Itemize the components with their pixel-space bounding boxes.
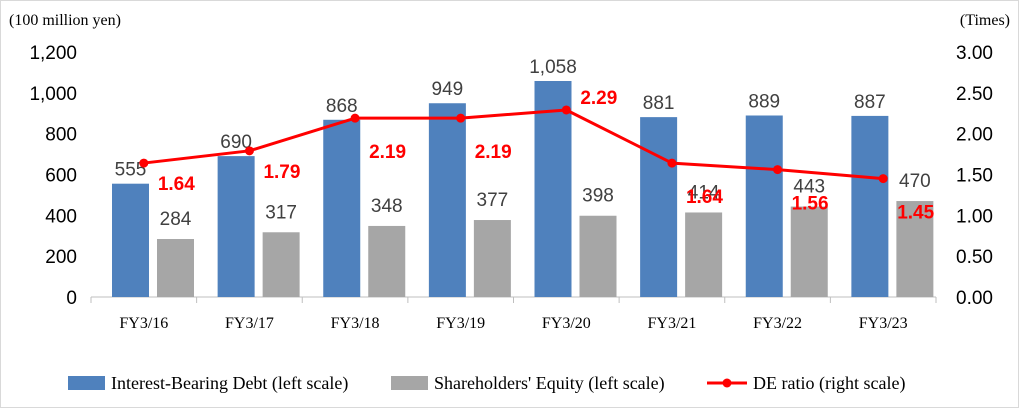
data-label-de-ratio: 2.29: [580, 88, 617, 109]
data-label-interest-bearing-debt: 889: [748, 91, 780, 112]
bar-shareholders-equity: [579, 215, 617, 297]
left-axis-tick-label: 800: [45, 125, 77, 146]
de-ratio-point: [773, 165, 783, 175]
right-axis-tick-label: 2.00: [956, 125, 993, 146]
data-label-interest-bearing-debt: 887: [854, 92, 886, 113]
legend: Interest-Bearing Debt (left scale) Shareh…: [68, 373, 905, 394]
right-axis-tick-label: 3.00: [956, 43, 993, 64]
bar-shareholders-equity: [473, 220, 511, 297]
de-ratio-point: [456, 113, 466, 123]
x-axis-tick-label: FY3/18: [331, 315, 380, 332]
left-axis-tick-label: 0: [66, 288, 77, 309]
bar-shareholders-equity: [790, 206, 828, 297]
data-label-interest-bearing-debt: 868: [326, 96, 358, 117]
data-label-interest-bearing-debt: 555: [115, 160, 147, 181]
de-ratio-line: [143, 108, 884, 181]
left-axis-tick-label: 600: [45, 166, 77, 187]
data-label-de-ratio: 1.45: [897, 203, 934, 224]
bar-interest-bearing-debt: [323, 119, 361, 298]
plot-area: 555 284 690 317 868 348 949 377 1,058 398 881 414 88…: [90, 57, 937, 303]
x-axis-tick-label: FY3/22: [753, 315, 802, 332]
right-axis-tick-label: 2.50: [956, 84, 993, 105]
bar-shareholders-equity: [157, 239, 194, 297]
legend-marker-de-ratio: [722, 378, 732, 388]
data-label-shareholders-equity: 377: [477, 190, 509, 211]
data-label-de-ratio: 1.64: [158, 174, 195, 195]
bar-shareholders-equity: [368, 225, 406, 297]
left-axis-tick-label: 400: [45, 206, 77, 227]
bar-interest-bearing-debt: [112, 183, 149, 297]
bar-interest-bearing-debt: [534, 80, 572, 297]
left-axis-tick-label: 200: [45, 247, 77, 268]
left-axis-unit-label: (100 million yen): [9, 12, 121, 29]
bar-interest-bearing-debt: [640, 117, 678, 297]
de-ratio-point: [561, 105, 571, 115]
de-ratio-point: [667, 158, 677, 168]
data-label-de-ratio: 2.19: [475, 142, 512, 163]
x-axis-tick-label: FY3/20: [542, 315, 591, 332]
data-label-interest-bearing-debt: 949: [432, 79, 464, 100]
right-axis-tick-label: 0.00: [956, 288, 993, 309]
bar-shareholders-equity: [262, 232, 300, 297]
x-axis-tick-label: FY3/16: [119, 315, 168, 332]
data-label-de-ratio: 1.56: [792, 194, 829, 215]
de-ratio-point: [139, 158, 149, 168]
legend-swatch-interest-bearing-debt: [68, 376, 105, 390]
data-label-shareholders-equity: 284: [160, 209, 192, 230]
right-axis-unit-label: (Times): [960, 12, 1010, 29]
x-axis-tick-label: FY3/17: [225, 315, 274, 332]
legend-label-shareholders-equity: Shareholders' Equity (left scale): [434, 373, 665, 394]
bar-interest-bearing-debt: [217, 156, 255, 297]
data-label-shareholders-equity: 348: [371, 196, 403, 217]
left-axis-tick-label: 1,200: [29, 43, 77, 64]
data-label-interest-bearing-debt: 690: [220, 132, 252, 153]
data-label-shareholders-equity: 398: [582, 186, 614, 207]
data-label-de-ratio: 1.64: [686, 187, 723, 208]
data-label-interest-bearing-debt: 881: [643, 93, 675, 114]
data-label-shareholders-equity: 414: [688, 182, 720, 203]
legend-label-interest-bearing-debt: Interest-Bearing Debt (left scale): [111, 373, 348, 394]
bar-interest-bearing-debt: [745, 115, 783, 297]
right-axis: 0.00 0.50 1.00 1.50 2.00 2.50 3.00: [956, 43, 993, 309]
left-axis-tick-label: 1,000: [29, 84, 77, 105]
data-label-de-ratio: 1.79: [263, 162, 300, 183]
left-axis: 0 200 400 600 800 1,000 1,200: [29, 43, 77, 309]
de-ratio-point: [244, 146, 254, 156]
data-label-shareholders-equity: 470: [899, 171, 931, 192]
de-ratio-point: [878, 174, 888, 184]
data-label-shareholders-equity: 317: [265, 202, 297, 223]
right-axis-tick-label: 1.00: [956, 206, 993, 227]
bar-interest-bearing-debt: [428, 103, 466, 297]
x-axis-tick-label: FY3/23: [859, 315, 908, 332]
x-axis: FY3/16 FY3/17 FY3/18 FY3/19 FY3/20 FY3/21 FY3/…: [119, 315, 907, 332]
x-axis-tick-label: FY3/21: [647, 315, 696, 332]
bar-interest-bearing-debt: [851, 115, 889, 297]
data-label-de-ratio: 2.19: [369, 142, 406, 163]
legend-swatch-shareholders-equity: [391, 376, 428, 390]
right-axis-tick-label: 1.50: [956, 166, 993, 187]
data-label-shareholders-equity: 443: [793, 177, 825, 198]
bar-shareholders-equity: [896, 201, 934, 297]
right-axis-tick-label: 0.50: [956, 247, 993, 268]
data-label-interest-bearing-debt: 1,058: [529, 57, 577, 78]
legend-label-de-ratio: DE ratio (right scale): [753, 373, 905, 394]
de-ratio-point: [350, 113, 360, 123]
x-axis-tick-label: FY3/19: [436, 315, 485, 332]
bar-shareholders-equity: [685, 212, 723, 297]
